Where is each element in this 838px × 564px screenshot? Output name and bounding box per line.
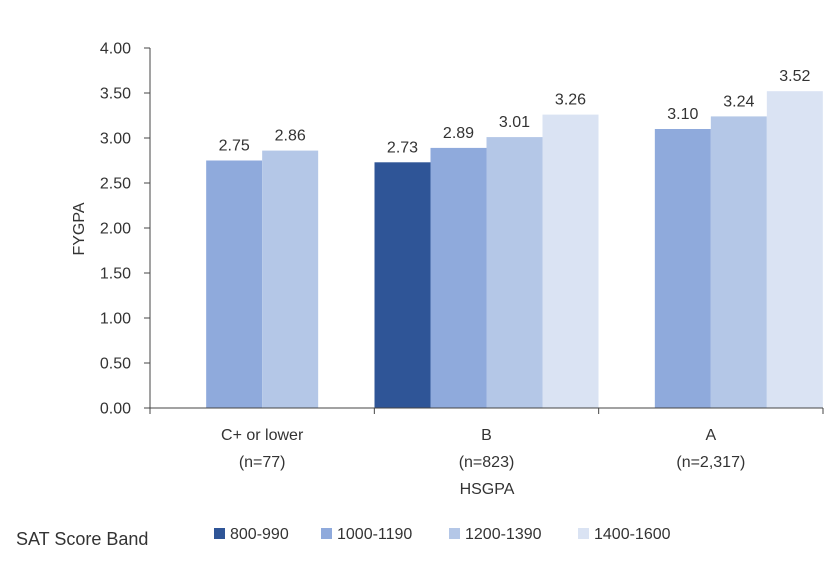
legend-label: 1000-1190 [337, 526, 412, 543]
legend-swatch [321, 528, 332, 539]
x-axis-title: HSGPA [460, 481, 515, 498]
x-category-count: (n=823) [459, 454, 515, 471]
bar [206, 160, 263, 408]
y-axis: 0.00 0.50 1.00 1.50 2.00 2.50 3.00 3.50 4.00 [100, 41, 151, 418]
data-label: 3.10 [667, 106, 698, 123]
bar [654, 129, 711, 408]
x-category-label: C+ or lower [221, 427, 304, 444]
legend-swatch [449, 528, 460, 539]
y-tick-label: 1.00 [100, 311, 131, 328]
legend: SAT Score Band 800-990 1000-1190 1200-1390… [16, 526, 671, 549]
legend-title: SAT Score Band [16, 529, 148, 549]
y-tick-label: 1.50 [100, 266, 131, 283]
y-tick-label: 0.50 [100, 356, 131, 373]
x-category-count: (n=77) [239, 454, 286, 471]
data-label: 2.73 [387, 139, 418, 156]
data-label: 3.52 [779, 68, 810, 85]
bar [262, 150, 319, 408]
y-tick-label: 4.00 [100, 41, 131, 58]
bar [766, 91, 823, 408]
bar [430, 147, 487, 408]
data-label: 3.01 [499, 114, 530, 131]
data-label: 2.86 [275, 128, 306, 145]
bar [710, 116, 767, 409]
legend-swatch [578, 528, 589, 539]
x-category-label: B [481, 427, 492, 444]
data-label: 3.24 [723, 93, 754, 110]
data-label: 3.26 [555, 92, 586, 109]
x-category-count: (n=2,317) [676, 454, 745, 471]
bar [542, 114, 599, 408]
y-tick-label: 3.50 [100, 86, 131, 103]
legend-label: 1400-1600 [594, 526, 671, 543]
y-tick-label: 3.00 [100, 131, 131, 148]
data-label: 2.75 [219, 138, 250, 155]
x-category-label: A [705, 427, 716, 444]
y-tick-label: 0.00 [100, 401, 131, 418]
bar [374, 162, 431, 408]
legend-label: 800-990 [230, 526, 289, 543]
legend-swatch [214, 528, 225, 539]
bars: 2.73 2.75 2.89 3.10 2.86 3.01 3.24 3.26 3.52 [206, 68, 823, 409]
bar [486, 137, 543, 408]
x-axis: C+ or lower (n=77) B (n=823) A (n=2,317) [149, 407, 824, 471]
y-tick-label: 2.00 [100, 221, 131, 238]
data-label: 2.89 [443, 125, 474, 142]
legend-label: 1200-1390 [465, 526, 542, 543]
y-tick-label: 2.50 [100, 176, 131, 193]
y-axis-title: FYGPA [71, 202, 88, 255]
